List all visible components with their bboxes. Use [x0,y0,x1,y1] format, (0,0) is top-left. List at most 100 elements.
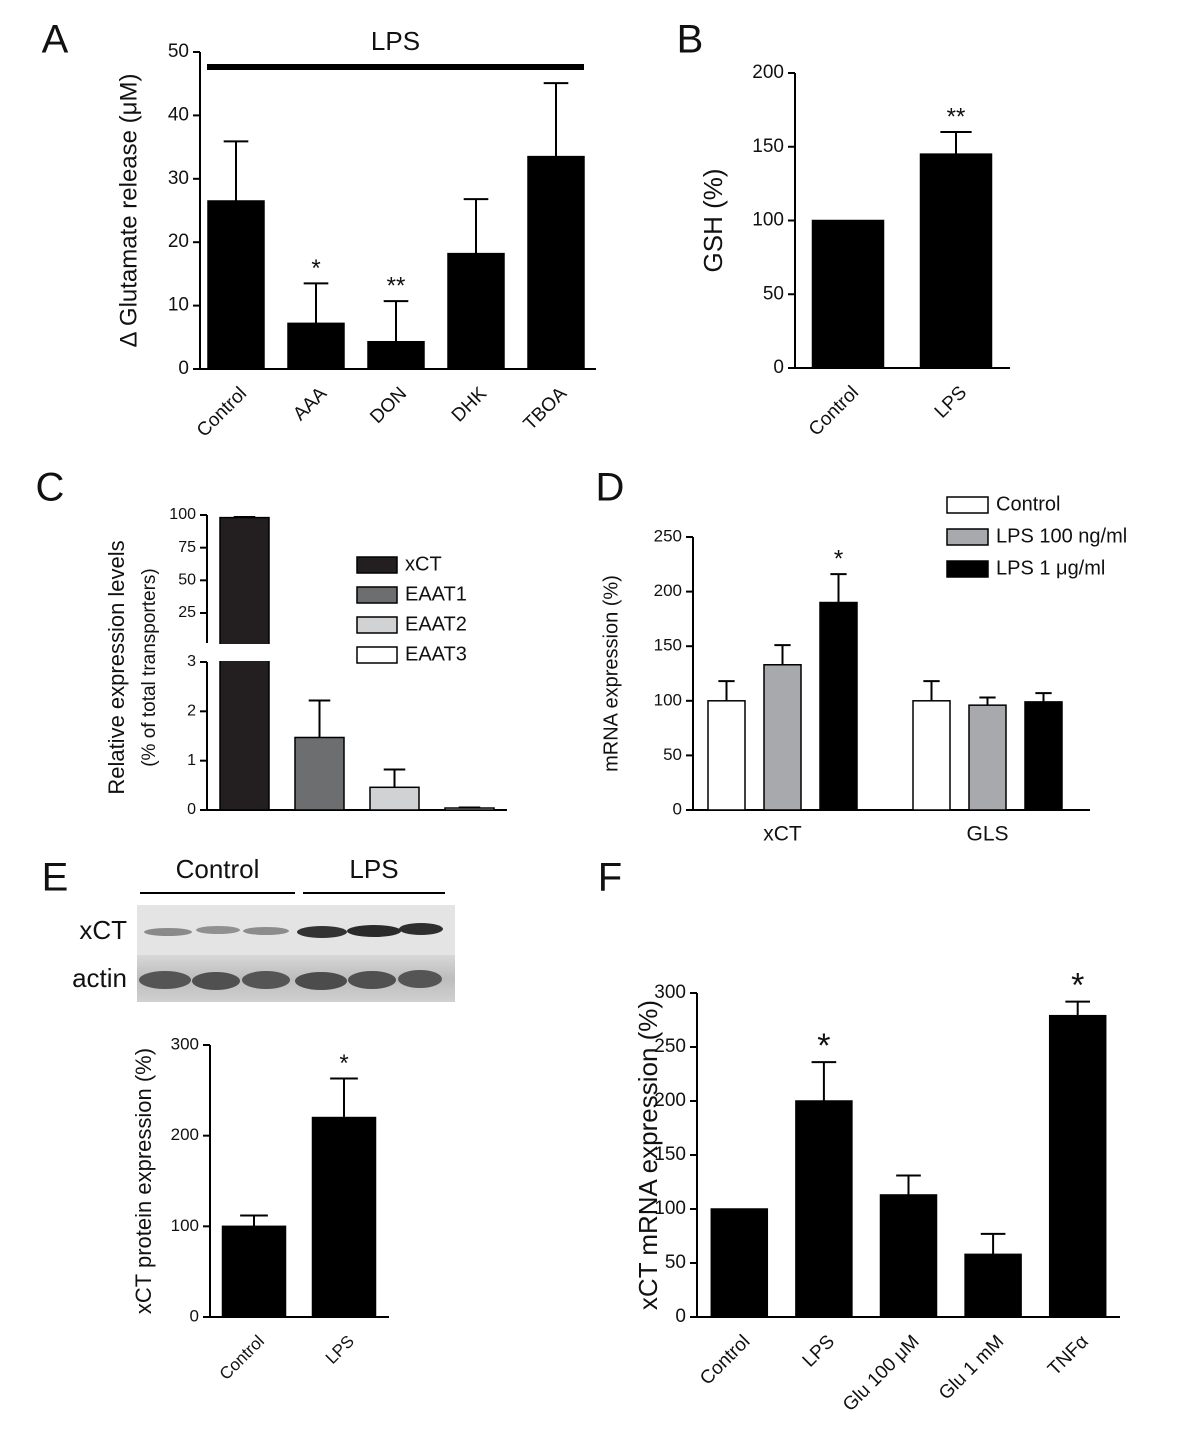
blot-band [399,923,443,935]
y-tick-label: 100 [654,690,682,709]
y-tick-label: 200 [654,581,682,600]
blot-row-label: actin [72,963,127,993]
legend-swatch [356,556,398,574]
x-tick-label: LPS [931,382,971,422]
bar [207,200,265,370]
bar [221,1225,287,1318]
bar [527,155,585,370]
y-tick-label: 50 [665,1252,686,1273]
y-tick-label: 150 [654,636,682,655]
x-tick-label: LPS [799,1331,839,1371]
y-axis-label: mRNA expression (%) [600,575,622,772]
y-tick-label: 300 [654,982,686,1003]
legend-swatch [356,646,398,664]
x-tick-label: Control [696,1331,754,1389]
y-tick-label: 100 [654,1198,686,1219]
western-blot [137,905,455,1002]
bar [710,1208,769,1318]
legend-label: xCT [405,553,442,575]
blot-band [144,928,192,936]
x-tick-label: Glu 1 mM [935,1331,1008,1404]
legend-swatch [946,528,989,546]
bar [811,219,885,369]
x-tick-label: Glu 100 μM [839,1331,924,1416]
y-axis-label: GSH (%) [698,169,728,273]
legend-label: EAAT3 [405,643,467,665]
legend-swatch [946,496,989,514]
y-tick-label: 50 [178,572,196,589]
bar [311,1116,377,1318]
y-tick-label: 300 [171,1034,199,1053]
panel-label: C [36,466,65,510]
panel-label: B [677,18,704,62]
bar [964,1253,1022,1318]
y-tick-label: 200 [752,62,784,83]
legend-label: LPS 100 ng/ml [996,525,1127,547]
x-tick-label: DHK [448,383,491,426]
bar [287,322,345,370]
y-tick-label: 0 [675,1306,686,1327]
y-tick-label: 30 [168,168,189,189]
bar [219,516,270,811]
axis-break [197,644,497,661]
blot-column-label: Control [176,854,260,884]
blot-band [347,925,401,937]
blot-column-label: LPS [349,854,398,884]
y-tick-label: 20 [168,231,189,252]
bar [879,1194,938,1318]
blot-band [297,926,347,938]
blot-band [243,927,289,935]
blot-band [196,926,240,934]
bar [444,807,495,811]
blot-row-label: xCT [79,915,127,945]
y-axis-label: xCT mRNA expression (%) [633,1000,663,1310]
y-axis-label: Relative expression levels [104,540,129,794]
panel-label: F [598,856,622,900]
significance-mark: * [1071,967,1084,1005]
bar [819,601,858,811]
y-tick-label: 250 [654,1036,686,1057]
y-tick-label: 75 [178,539,196,556]
significance-mark: ** [947,103,966,130]
blot-band [398,970,442,988]
significance-mark: * [339,1050,348,1077]
significance-mark: * [817,1027,830,1065]
significance-mark: * [311,255,320,282]
y-axis-label: xCT protein expression (%) [131,1048,156,1314]
bar [919,153,993,369]
y-tick-label: 250 [654,526,682,545]
treatment-label: LPS [371,26,420,56]
legend-swatch [356,616,398,634]
blot-band [139,971,191,989]
significance-mark: ** [387,273,406,300]
x-tick-label: LPS [322,1332,358,1368]
y-tick-label: 25 [178,604,196,621]
bar [1048,1014,1107,1318]
x-tick-label: GLS [966,823,1008,846]
x-tick-label: Control [193,383,251,441]
x-tick-label: TBOA [520,383,572,435]
blot-band [242,971,290,989]
legend-label: EAAT1 [405,583,467,605]
y-tick-label: 2 [187,703,196,720]
y-tick-label: 0 [178,358,189,379]
legend-label: EAAT2 [405,613,467,635]
y-tick-label: 50 [168,41,189,62]
y-axis-label: Δ Glutamate release (μM) [115,74,142,348]
y-tick-label: 100 [171,1216,199,1235]
y-tick-label: 100 [169,506,196,523]
bar [795,1100,853,1318]
y-axis-label: (% of total transporters) [139,568,160,767]
bar [707,700,746,811]
y-tick-label: 0 [190,1306,199,1325]
legend-swatch [946,560,989,578]
bar [912,700,951,811]
bar [367,340,425,370]
bar [1024,701,1063,811]
x-tick-label: Control [805,382,863,440]
y-tick-label: 150 [752,136,784,157]
y-tick-label: 0 [673,799,682,818]
bar [968,704,1007,811]
y-tick-label: 0 [187,801,196,818]
